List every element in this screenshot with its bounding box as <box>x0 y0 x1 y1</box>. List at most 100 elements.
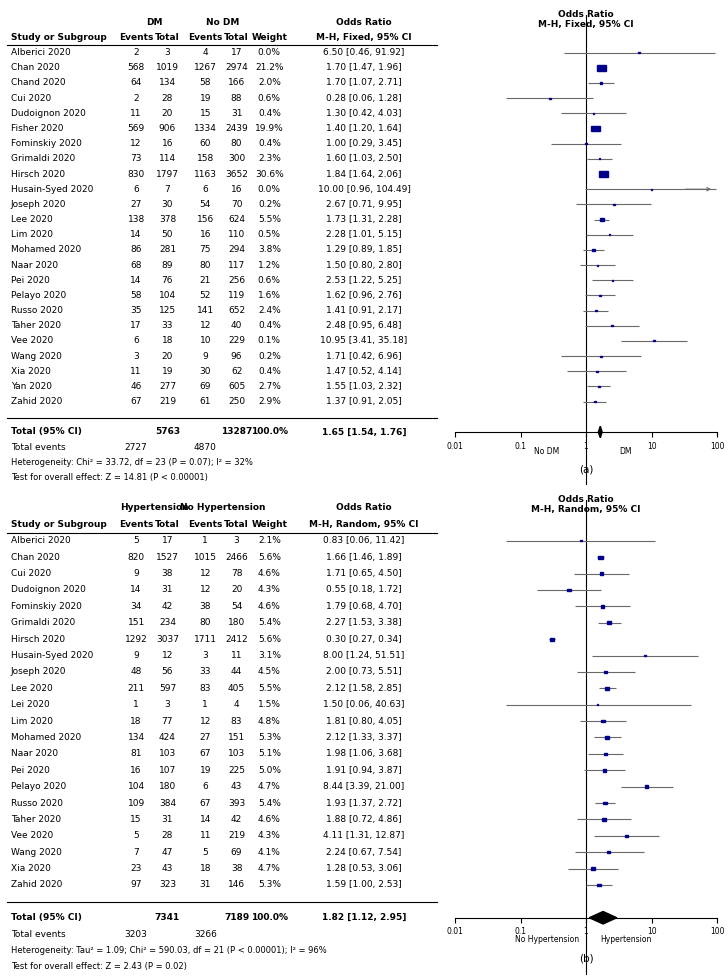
Bar <box>604 753 607 756</box>
Text: 14: 14 <box>130 230 142 239</box>
Text: 0.55 [0.18, 1.72]: 0.55 [0.18, 1.72] <box>326 585 402 595</box>
Text: 13287: 13287 <box>221 427 253 436</box>
Text: Vee 2020: Vee 2020 <box>11 336 53 345</box>
Text: 100.0%: 100.0% <box>251 913 288 922</box>
Text: 597: 597 <box>159 684 176 693</box>
Text: 5.3%: 5.3% <box>258 733 281 742</box>
Text: 0.4%: 0.4% <box>258 367 281 375</box>
Text: 277: 277 <box>159 382 176 391</box>
Text: 16: 16 <box>231 184 242 194</box>
Text: 16: 16 <box>162 139 173 148</box>
Bar <box>598 159 601 160</box>
Text: Mohamed 2020: Mohamed 2020 <box>11 733 81 742</box>
Text: 27: 27 <box>130 200 142 209</box>
Text: 4870: 4870 <box>194 443 217 452</box>
Text: Pelayo 2020: Pelayo 2020 <box>11 291 66 300</box>
Text: 0.6%: 0.6% <box>258 94 281 103</box>
Text: 1527: 1527 <box>156 553 179 562</box>
Bar <box>638 52 640 53</box>
Text: 424: 424 <box>159 733 176 742</box>
Text: 151: 151 <box>127 618 145 627</box>
Text: 4.5%: 4.5% <box>258 667 281 676</box>
Text: 1.5%: 1.5% <box>258 700 281 710</box>
Bar <box>603 802 606 805</box>
Text: 18: 18 <box>162 336 173 345</box>
Text: 1.66 [1.46, 1.89]: 1.66 [1.46, 1.89] <box>326 553 402 562</box>
Text: 166: 166 <box>228 78 245 87</box>
Text: Alberici 2020: Alberici 2020 <box>11 536 71 545</box>
Text: 1: 1 <box>133 700 139 710</box>
Text: 2.12 [1.33, 3.37]: 2.12 [1.33, 3.37] <box>326 733 402 742</box>
Text: Total events: Total events <box>11 443 66 452</box>
Text: 12: 12 <box>130 139 142 148</box>
Text: 3.8%: 3.8% <box>258 245 281 255</box>
Text: 2439: 2439 <box>225 124 248 133</box>
Text: 2: 2 <box>133 48 139 57</box>
Bar <box>602 818 606 820</box>
Text: 1: 1 <box>202 536 208 545</box>
Text: 2.9%: 2.9% <box>258 397 281 406</box>
Polygon shape <box>598 426 602 438</box>
Text: 9: 9 <box>202 352 208 361</box>
Text: 180: 180 <box>159 782 176 791</box>
Text: 1267: 1267 <box>194 64 217 73</box>
Text: 10.95 [3.41, 35.18]: 10.95 [3.41, 35.18] <box>320 336 408 345</box>
Text: 229: 229 <box>228 336 245 345</box>
Text: 54: 54 <box>199 200 211 209</box>
Text: 46: 46 <box>130 382 142 391</box>
Text: 134: 134 <box>127 733 145 742</box>
Text: 1.98 [1.06, 3.68]: 1.98 [1.06, 3.68] <box>326 750 402 759</box>
Text: 0.83 [0.06, 11.42]: 0.83 [0.06, 11.42] <box>323 536 405 545</box>
Text: 38: 38 <box>162 569 173 578</box>
Text: 58: 58 <box>130 291 142 300</box>
Text: 1.50 [0.80, 2.80]: 1.50 [0.80, 2.80] <box>326 261 402 270</box>
Text: 52: 52 <box>199 291 211 300</box>
Text: 1.37 [0.91, 2.05]: 1.37 [0.91, 2.05] <box>326 397 402 406</box>
Text: 8.44 [3.39, 21.00]: 8.44 [3.39, 21.00] <box>323 782 405 791</box>
Text: Hypertension: Hypertension <box>600 935 651 944</box>
Text: 89: 89 <box>162 261 173 270</box>
Text: 5763: 5763 <box>155 427 180 436</box>
Text: 4.7%: 4.7% <box>258 782 281 791</box>
Text: 225: 225 <box>228 765 245 775</box>
Text: 1.00 [0.29, 3.45]: 1.00 [0.29, 3.45] <box>326 139 402 148</box>
Bar <box>607 851 611 854</box>
Text: 18: 18 <box>199 864 211 873</box>
Text: 384: 384 <box>159 799 176 808</box>
Text: 88: 88 <box>231 94 242 103</box>
Text: 56: 56 <box>162 667 173 676</box>
Text: 3: 3 <box>133 352 139 361</box>
Text: 219: 219 <box>159 397 176 406</box>
Text: 12: 12 <box>199 569 211 578</box>
Text: 3: 3 <box>165 700 170 710</box>
Text: Odds Ratio
M-H, Random, 95% CI: Odds Ratio M-H, Random, 95% CI <box>531 495 641 514</box>
Bar <box>606 736 609 739</box>
Text: 1.71 [0.42, 6.96]: 1.71 [0.42, 6.96] <box>326 352 402 361</box>
Text: Joseph 2020: Joseph 2020 <box>11 200 66 209</box>
Text: 4.3%: 4.3% <box>258 585 281 595</box>
Text: 652: 652 <box>228 306 245 316</box>
Text: No DM: No DM <box>207 18 240 26</box>
Text: Mohamed 2020: Mohamed 2020 <box>11 245 81 255</box>
Text: Total (95% CI): Total (95% CI) <box>11 427 82 436</box>
Text: 0.2%: 0.2% <box>258 352 281 361</box>
Text: 1797: 1797 <box>156 170 179 178</box>
Text: 3: 3 <box>234 536 240 545</box>
Text: 405: 405 <box>228 684 245 693</box>
Text: Husain-Syed 2020: Husain-Syed 2020 <box>11 651 93 660</box>
Bar <box>607 621 612 624</box>
Text: 43: 43 <box>231 782 242 791</box>
Text: Naar 2020: Naar 2020 <box>11 261 58 270</box>
Bar <box>625 835 628 837</box>
Text: 11: 11 <box>231 651 242 660</box>
Text: 1.59 [1.00, 2.53]: 1.59 [1.00, 2.53] <box>326 880 402 890</box>
Text: Total (95% CI): Total (95% CI) <box>11 913 82 922</box>
Text: Grimaldi 2020: Grimaldi 2020 <box>11 618 75 627</box>
Text: 104: 104 <box>127 782 145 791</box>
Text: 1.70 [1.47, 1.96]: 1.70 [1.47, 1.96] <box>326 64 402 73</box>
Text: 103: 103 <box>228 750 245 759</box>
Text: 3266: 3266 <box>194 930 217 939</box>
Bar <box>580 540 582 541</box>
Bar <box>611 325 613 326</box>
Bar <box>644 655 646 657</box>
